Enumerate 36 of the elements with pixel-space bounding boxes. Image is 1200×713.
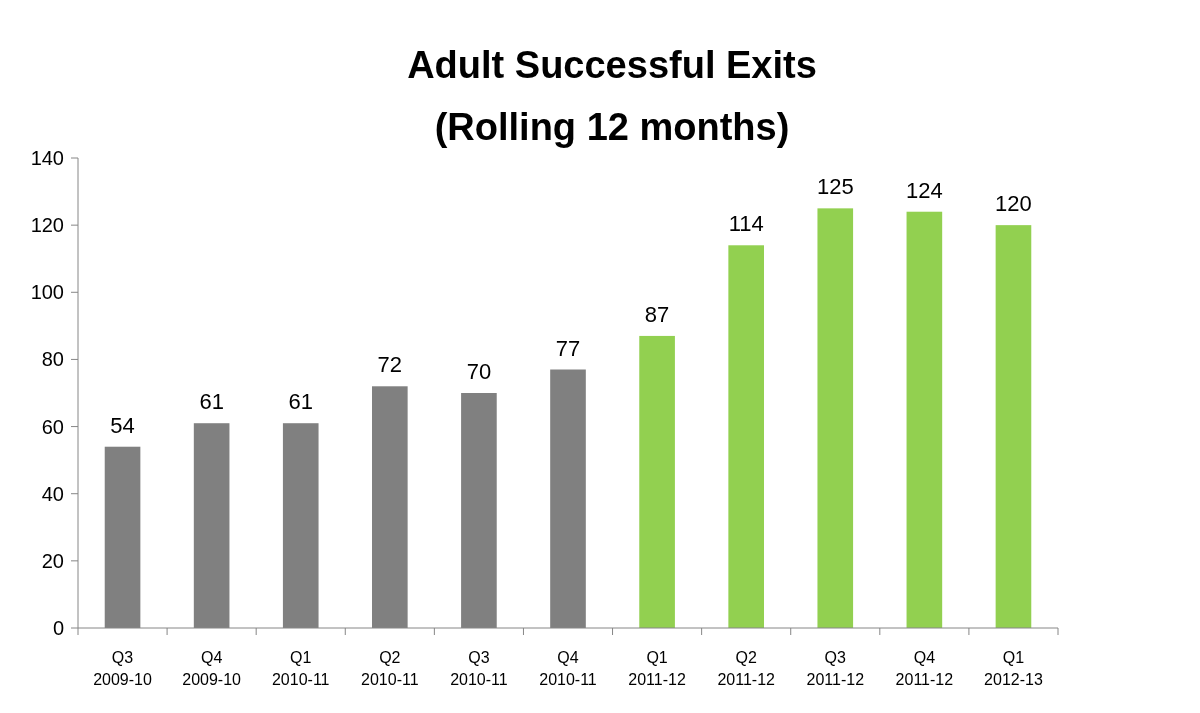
data-label: 120: [995, 191, 1032, 217]
bar: [817, 208, 854, 628]
data-label: 87: [644, 301, 670, 327]
data-label: 70: [466, 359, 492, 384]
chart-title: Adult Successful Exits (Rolling 12 months): [407, 44, 817, 148]
data-label: 114: [728, 211, 764, 237]
data-label: 77: [555, 335, 581, 361]
data-label: 124: [906, 177, 943, 203]
bar: [906, 211, 943, 628]
y-tick-label: 0: [52, 617, 64, 639]
data-label: 54: [110, 412, 135, 438]
y-tick-label: 60: [41, 415, 64, 438]
y-tick-label: 140: [30, 147, 64, 169]
x-tick-label: Q3 2010-11: [450, 649, 508, 688]
x-tick-label: Q1 2011-12: [628, 649, 686, 688]
y-tick-label: 120: [30, 214, 64, 237]
data-label: 72: [377, 352, 403, 378]
data-label: 61: [288, 389, 313, 415]
x-tick-label: Q4 2011-12: [895, 649, 954, 688]
x-tick-label: Q1 2012-13: [984, 649, 1043, 688]
y-tick-label: 80: [41, 348, 64, 371]
y-tick-label: 40: [41, 482, 64, 505]
x-tick-label: Q2 2010-11: [361, 649, 419, 688]
data-label: 61: [199, 389, 224, 415]
x-tick-label: Q3 2011-12: [806, 649, 865, 688]
bar: [728, 245, 764, 628]
data-label: 125: [816, 174, 854, 200]
y-tick-label: 100: [30, 281, 64, 304]
y-tick-label: 20: [41, 549, 64, 572]
x-tick-label: Q4 2010-11: [539, 649, 597, 688]
bar: [995, 225, 1032, 628]
x-tick-label: Q3 2009-10: [93, 649, 153, 688]
bar: [639, 335, 675, 628]
x-tick-label: Q2 2011-12: [717, 649, 776, 688]
x-tick-label: Q1 2010-11: [271, 649, 330, 688]
x-tick-label: Q4 2009-10: [182, 649, 242, 688]
